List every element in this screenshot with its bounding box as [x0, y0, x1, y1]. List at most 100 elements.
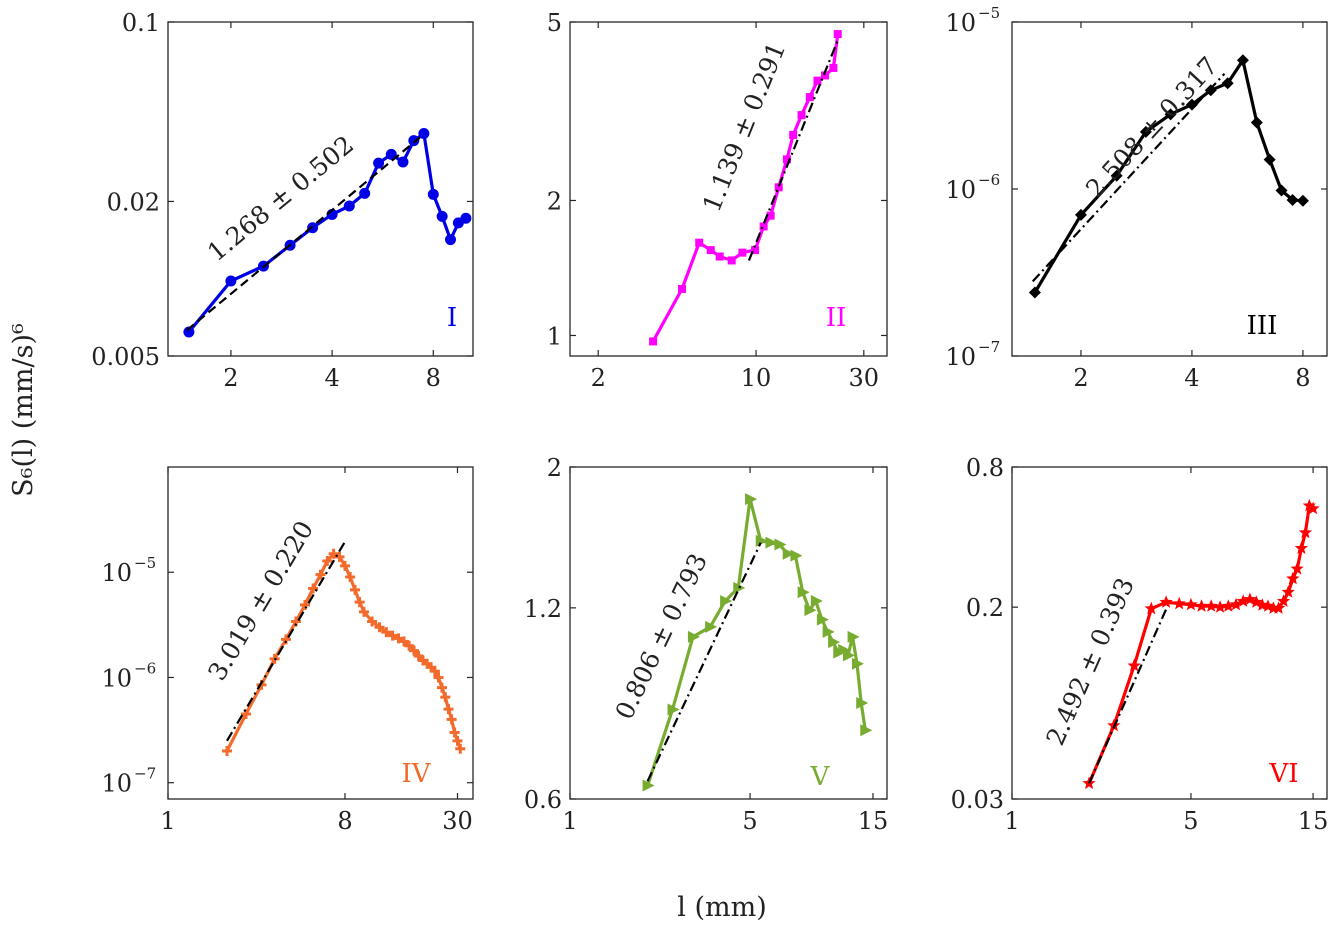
- data-point: [433, 672, 444, 683]
- data-point: [449, 727, 460, 738]
- data-point: [838, 643, 851, 656]
- y-tick-label: 10: [945, 343, 976, 371]
- data-point: [446, 714, 457, 725]
- data-point: [408, 135, 420, 147]
- data-point: [790, 549, 803, 562]
- data-point: [1266, 601, 1281, 614]
- panel-id: IV: [401, 759, 431, 789]
- plot-area: [1028, 54, 1309, 299]
- data-point: [860, 724, 873, 737]
- data-point: [367, 616, 378, 627]
- data-point: [856, 696, 869, 709]
- data-point: [1290, 561, 1304, 575]
- y-tick-exponent: −5: [134, 554, 156, 572]
- data-point: [334, 551, 345, 562]
- y-tick-label: 0.8: [966, 454, 1004, 482]
- x-tick-label: 30: [442, 807, 473, 835]
- data-point: [649, 337, 658, 346]
- data-point: [354, 597, 365, 608]
- x-tick-label: 2: [223, 364, 238, 392]
- x-axis-label: l (mm): [677, 892, 767, 923]
- y-tick-label: 10: [945, 9, 976, 37]
- plot-area: [649, 30, 842, 346]
- data-point: [695, 238, 704, 247]
- data-point: [1229, 597, 1243, 611]
- y-tick-label: 0.02: [107, 188, 160, 216]
- data-point: [1243, 592, 1257, 606]
- x-tick-label: 10: [741, 364, 772, 392]
- data-point: [1185, 98, 1198, 111]
- data-point: [759, 222, 768, 231]
- y-tick-label: 0.2: [966, 594, 1004, 622]
- fit-line: [226, 541, 346, 742]
- plot-area: [183, 127, 472, 338]
- data-point: [381, 627, 392, 638]
- data-point: [1249, 595, 1263, 608]
- data-point: [847, 630, 860, 643]
- data-point: [225, 275, 237, 287]
- y-tick-label: 0.1: [122, 9, 160, 37]
- data-point: [444, 234, 456, 246]
- axes-frame: [167, 466, 474, 800]
- data-point: [436, 210, 448, 222]
- axes-frame: [1011, 466, 1328, 800]
- data-point: [359, 187, 371, 199]
- x-tick-label: 2: [1073, 364, 1088, 392]
- data-point: [720, 595, 733, 608]
- data-point: [829, 63, 838, 72]
- data-point: [322, 555, 333, 566]
- x-tick-label: 1: [160, 807, 175, 835]
- y-tick-label: 0.005: [91, 343, 160, 371]
- data-point: [350, 584, 361, 595]
- x-tick-label: 2: [591, 364, 606, 392]
- data-point: [460, 212, 472, 224]
- data-point: [1172, 596, 1186, 610]
- data-point: [1204, 84, 1217, 97]
- x-tick-label: 4: [1184, 364, 1199, 392]
- data-point: [833, 30, 842, 39]
- data-point: [1164, 108, 1177, 121]
- y-tick-label: 5: [547, 9, 562, 37]
- y-tick-label: 0.03: [951, 786, 1004, 814]
- data-point: [813, 76, 822, 85]
- y-tick-exponent: −7: [978, 338, 1000, 356]
- data-point: [1302, 498, 1316, 512]
- data-point: [1236, 594, 1250, 607]
- x-tick-label: 15: [1298, 807, 1329, 835]
- data-point: [1127, 658, 1141, 672]
- fit-line: [1088, 608, 1168, 784]
- data-point: [307, 222, 319, 234]
- series-line: [1087, 504, 1315, 785]
- data-point: [1204, 599, 1218, 612]
- fit-label: 2.492 ± 0.393: [1041, 573, 1140, 749]
- axes-frame: [569, 466, 888, 800]
- data-point: [1286, 193, 1299, 206]
- data-point: [345, 572, 356, 583]
- series-line: [651, 33, 840, 343]
- data-point: [733, 581, 746, 594]
- x-tick-label: 5: [1183, 807, 1198, 835]
- data-point: [299, 599, 310, 610]
- x-tick-label: 8: [426, 364, 441, 392]
- fit-line: [186, 136, 421, 332]
- y-tick-exponent: −6: [978, 171, 1000, 189]
- data-point: [774, 538, 787, 551]
- data-point: [774, 183, 783, 192]
- data-point: [1298, 525, 1313, 539]
- data-point: [1184, 597, 1198, 611]
- data-point: [1221, 77, 1234, 90]
- data-point: [308, 583, 319, 594]
- data-point: [455, 743, 466, 754]
- axes-frame: [569, 21, 888, 357]
- data-point: [1139, 125, 1152, 138]
- data-point: [398, 636, 409, 647]
- data-point: [393, 633, 404, 644]
- y-tick-label: 0.6: [524, 786, 562, 814]
- fit-label: 3.019 ± 0.220: [202, 516, 319, 686]
- y-tick-label: 1.2: [524, 595, 562, 623]
